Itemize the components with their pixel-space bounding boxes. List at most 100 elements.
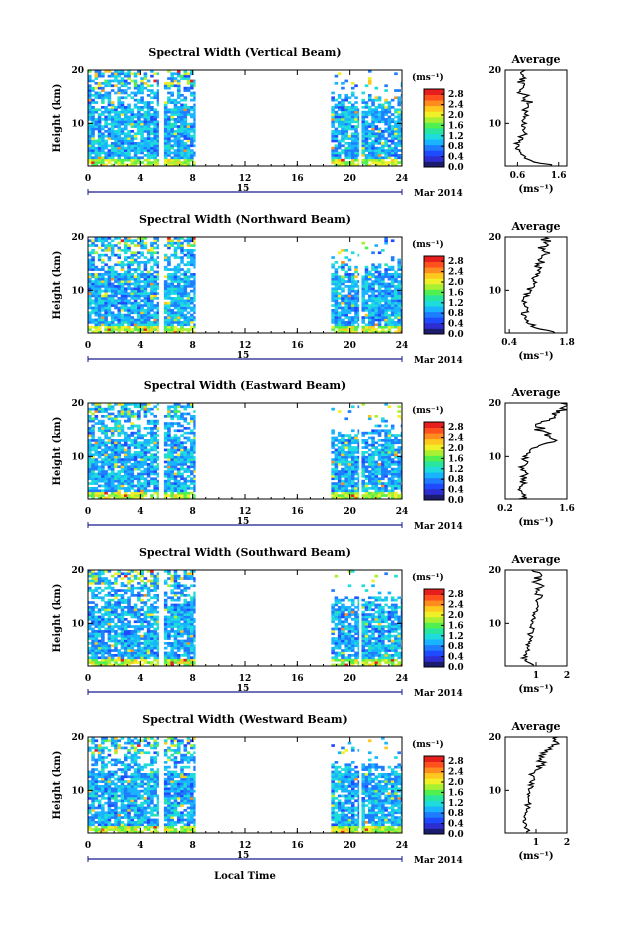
heatmap-cell xyxy=(190,249,194,252)
heatmap-cell xyxy=(193,161,196,164)
heatmap-cell xyxy=(331,313,335,317)
heatmap-cell xyxy=(180,261,184,264)
heatmap-cell xyxy=(153,237,157,240)
heatmap-cell xyxy=(117,412,122,416)
heatmap-cell xyxy=(94,646,99,650)
heatmap-cell xyxy=(97,246,102,250)
heatmap-cell xyxy=(146,142,151,145)
heatmap-cell xyxy=(170,321,174,324)
heatmap-cell xyxy=(371,453,375,457)
heatmap-cell xyxy=(101,460,105,464)
heatmap-cell xyxy=(357,311,360,315)
heatmap-cell xyxy=(347,436,352,440)
heatmap-cell xyxy=(167,241,171,245)
heatmap-cell xyxy=(377,156,382,160)
heatmap-cell xyxy=(107,634,112,638)
heatmap-cell xyxy=(344,441,349,445)
heatmap-cell xyxy=(350,115,355,119)
heatmap-cell xyxy=(140,306,144,310)
heatmap-cell xyxy=(88,417,92,421)
y-tick-label: 20 xyxy=(71,66,84,76)
heatmap-cell xyxy=(123,89,128,92)
heatmap-cell xyxy=(140,292,144,295)
heatmap-cell xyxy=(97,321,102,324)
heatmap-cell xyxy=(101,475,105,478)
heatmap-cell xyxy=(104,125,108,128)
heatmap-cell xyxy=(130,79,135,83)
heatmap-cell xyxy=(381,439,385,442)
heatmap-cell xyxy=(377,275,382,279)
heatmap-cell xyxy=(397,273,401,276)
heatmap-cell xyxy=(397,289,401,293)
heatmap-cell xyxy=(130,301,135,305)
heatmap-cell xyxy=(156,491,159,495)
heatmap-cell xyxy=(337,323,342,327)
heatmap-cell xyxy=(130,311,135,315)
heatmap-cell xyxy=(117,275,122,279)
heatmap-cell xyxy=(344,465,349,469)
heatmap-cell xyxy=(183,98,188,102)
heatmap-cell xyxy=(384,151,388,155)
heatmap-cell xyxy=(110,154,115,157)
heatmap-cell xyxy=(183,460,188,464)
heatmap-cell xyxy=(390,458,395,461)
heatmap-cell xyxy=(176,448,181,452)
heatmap-cell xyxy=(94,479,99,483)
heatmap-cell xyxy=(176,120,181,124)
heatmap-cell xyxy=(170,487,174,490)
heatmap-cell xyxy=(123,241,128,245)
heatmap-cell xyxy=(180,299,184,303)
colorbar-swatch xyxy=(424,261,444,268)
heatmap-cell xyxy=(123,139,128,143)
heatmap-cell xyxy=(123,309,128,312)
heatmap-cell xyxy=(97,311,102,315)
heatmap-cell xyxy=(143,482,148,485)
heatmap-cell xyxy=(344,163,349,167)
heatmap-cell xyxy=(193,263,196,267)
heatmap-cell xyxy=(186,244,191,247)
heatmap-cell xyxy=(107,658,112,662)
heatmap-cell xyxy=(347,465,352,469)
heatmap-cell xyxy=(384,130,388,133)
heatmap-cell xyxy=(186,239,191,243)
heatmap-cell xyxy=(163,84,168,88)
heatmap-cell xyxy=(397,309,401,312)
heatmap-cell xyxy=(97,115,102,119)
heatmap-cell xyxy=(173,253,178,257)
heatmap-cell xyxy=(180,146,184,150)
heatmap-cell xyxy=(153,484,157,488)
heatmap-cell xyxy=(400,441,403,445)
heatmap-cell xyxy=(397,316,401,319)
heatmap-cell xyxy=(88,407,92,411)
heatmap-cell xyxy=(341,149,345,152)
x-tick-label: 4 xyxy=(137,341,143,351)
heatmap-cell xyxy=(91,110,95,114)
heatmap-cell xyxy=(390,434,395,437)
heatmap-cell xyxy=(384,108,388,112)
heatmap-cell xyxy=(384,467,388,471)
heatmap-cell xyxy=(337,446,342,449)
heatmap-cell xyxy=(186,268,191,271)
heatmap-cell xyxy=(101,161,105,164)
heatmap-cell xyxy=(130,108,135,112)
heatmap-cell xyxy=(110,292,115,295)
heatmap-cell xyxy=(357,465,360,469)
heatmap-cell xyxy=(180,113,184,116)
heatmap-cell xyxy=(186,253,191,257)
heatmap-cell xyxy=(390,282,395,286)
heatmap-cell xyxy=(341,287,345,291)
heatmap-cell xyxy=(334,292,339,295)
heatmap-cell xyxy=(156,328,159,331)
heatmap-cell xyxy=(140,316,144,319)
heatmap-cell xyxy=(120,142,125,145)
heatmap-cell xyxy=(341,120,345,124)
heatmap-cell xyxy=(140,463,144,466)
heatmap-cell xyxy=(331,273,335,276)
heatmap-cell xyxy=(361,306,366,310)
heatmap-cell xyxy=(331,113,335,116)
heatmap-cell xyxy=(114,306,118,310)
heatmap-cell xyxy=(101,142,105,145)
heatmap-cell xyxy=(193,237,196,240)
heatmap-cell xyxy=(101,663,105,667)
heatmap-cell xyxy=(101,127,105,131)
